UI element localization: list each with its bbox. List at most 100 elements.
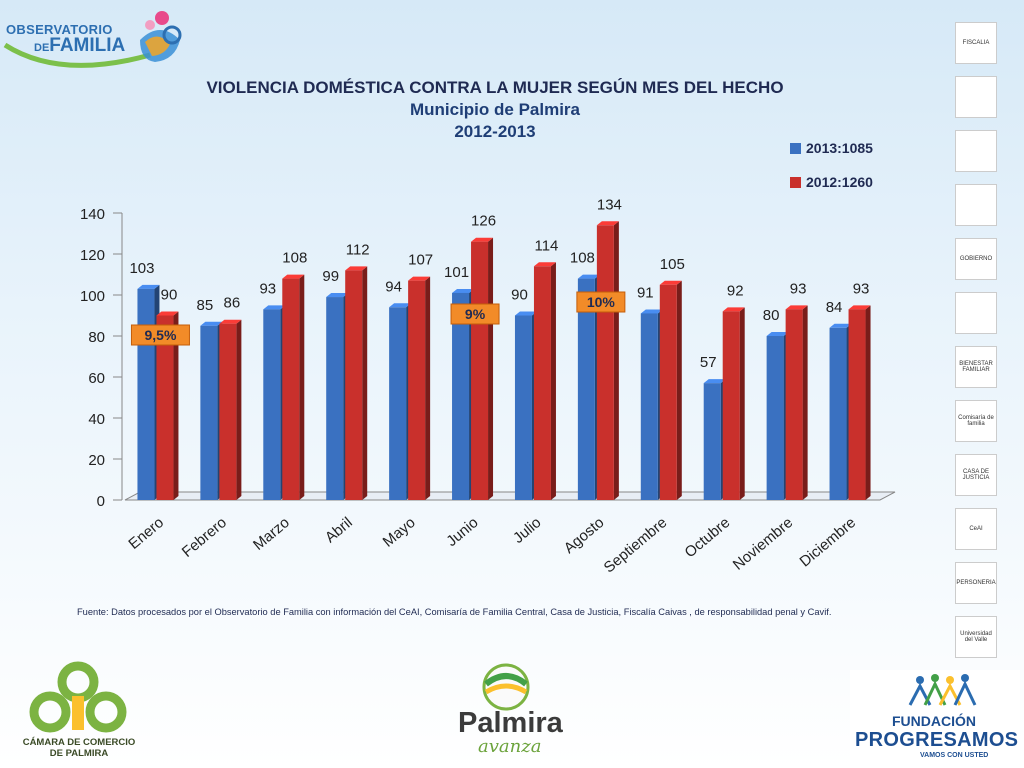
logo-bienestar: BIENESTAR FAMILIAR	[955, 346, 997, 388]
bar-side-1	[802, 305, 808, 500]
bar-side-1	[173, 311, 179, 500]
y-tick-label: 100	[80, 288, 105, 305]
value-label-0: 101	[444, 264, 469, 281]
bar-top-0	[389, 303, 412, 308]
bar-side-1	[425, 276, 431, 500]
bar-1-agosto	[596, 225, 614, 501]
y-tick-label: 120	[80, 247, 105, 264]
logo-green-box	[955, 292, 997, 334]
category-label: Junio	[443, 514, 481, 550]
palmira-sub: avanza	[478, 736, 542, 757]
y-tick-label: 60	[88, 370, 105, 387]
bar-1-mayo	[408, 280, 426, 500]
bar-0-octubre	[703, 383, 721, 500]
palmira-word: Palmira	[458, 707, 563, 739]
bar-1-julio	[533, 266, 551, 500]
annotation-text-2: 10%	[587, 294, 616, 310]
bar-1-octubre	[722, 311, 740, 500]
value-label-1: 92	[727, 282, 744, 299]
category-label: Mayo	[380, 514, 419, 551]
logo-fiscalia: FISCALIA	[955, 22, 997, 64]
chart-period: 2012-2013	[454, 122, 536, 141]
bar-side-1	[488, 237, 494, 500]
category-label: Octubre	[681, 514, 733, 561]
bar-0-septiembre	[640, 313, 658, 500]
chart-title-block: VIOLENCIA DOMÉSTICA CONTRA LA MUJER SEGÚ…	[160, 78, 830, 142]
legend-item-2012: 2012:1260	[790, 174, 873, 190]
legend-label-2013: 2013:1085	[806, 140, 873, 156]
value-label-0: 91	[637, 284, 654, 301]
y-tick-label: 80	[88, 329, 105, 346]
bar-0-mayo	[389, 307, 407, 500]
chart-subtitle: Municipio de Palmira	[409, 100, 581, 119]
bar-top-0	[577, 274, 600, 279]
bar-side-1	[550, 262, 556, 500]
observatorio-logo-graphic	[3, 11, 182, 68]
annotation-text-1: 9%	[465, 306, 486, 322]
category-label: Agosto	[561, 514, 608, 557]
bar-side-1	[613, 221, 619, 501]
bar-top-1	[156, 311, 179, 316]
value-label-1: 105	[660, 256, 685, 273]
bar-0-febrero	[200, 325, 218, 500]
category-label: Julio	[510, 514, 545, 547]
legend-label-2012: 2012:1260	[806, 174, 873, 190]
value-label-0: 57	[700, 354, 717, 371]
bar-1-noviembre	[785, 309, 803, 500]
bar-0-diciembre	[829, 327, 847, 500]
category-label: Diciembre	[796, 514, 859, 570]
bar-1-marzo	[282, 278, 300, 500]
bar-top-1	[722, 307, 745, 312]
chart-floor	[124, 491, 896, 501]
annotation-text-0: 9,5%	[144, 327, 176, 343]
bar-top-0	[766, 332, 789, 336]
bar-top-1	[785, 305, 808, 310]
bar-top-0	[829, 323, 852, 328]
annotation-box-1	[450, 303, 500, 325]
logo-univalle: Universidad del Valle	[955, 616, 997, 658]
bar-side-1	[362, 266, 368, 500]
logo-label-casa-justicia: CASA DE JUSTICIA	[962, 469, 990, 481]
bar-top-1	[408, 276, 431, 281]
bar-top-1	[219, 319, 242, 324]
bar-1-abril	[345, 270, 363, 500]
y-tick-label: 0	[97, 493, 105, 510]
bar-side-1	[299, 274, 305, 500]
value-label-1: 86	[224, 295, 241, 312]
value-label-1: 93	[790, 280, 807, 297]
logo-policia	[955, 76, 997, 118]
value-label-1: 93	[853, 280, 870, 297]
logo-label-bienestar: BIENESTAR FAMILIAR	[959, 361, 993, 373]
bar-0-marzo	[263, 309, 281, 500]
category-label: Noviembre	[730, 514, 796, 574]
bar-top-0	[703, 379, 726, 384]
chart-legend: 2013:1085 2012:1260	[790, 140, 873, 208]
bar-side-1	[865, 305, 871, 500]
value-label-1: 134	[597, 196, 622, 213]
bar-1-diciembre	[848, 309, 866, 500]
bar-top-0	[640, 309, 663, 314]
value-label-0: 108	[570, 250, 595, 267]
legend-item-2013: 2013:1085	[790, 140, 873, 156]
bar-top-0	[326, 293, 349, 298]
bar-top-1	[659, 280, 682, 285]
value-label-1: 112	[346, 241, 370, 258]
fundacion-progresamos-logo	[850, 670, 1020, 765]
bar-top-0	[452, 288, 475, 293]
y-tick-label: 20	[88, 452, 105, 469]
logo-casa-justicia: CASA DE JUSTICIA	[955, 454, 997, 496]
fundacion-line2: PROGRESAMOS	[855, 729, 1019, 751]
logo-gobierno: GOBIERNO	[955, 238, 997, 280]
bar-top-1	[345, 266, 368, 271]
camara-comercio-logo	[29, 661, 127, 733]
bar-side-1	[676, 280, 682, 500]
source-note: Fuente: Datos procesados por el Observat…	[77, 607, 832, 617]
camara-line2: DE PALMIRA	[49, 748, 109, 760]
bar-chart: 0 20 40 60 80 100 120 140 103 90 Enero 85 86 Febrero 9…	[80, 196, 896, 576]
logo-label-fiscalia: FISCALIA	[962, 40, 990, 46]
logo-label-personeria: PERSONERIA	[956, 580, 996, 586]
logo-familia: FAMILIA	[49, 35, 126, 56]
value-label-1: 108	[282, 250, 307, 267]
chart-title: VIOLENCIA DOMÉSTICA CONTRA LA MUJER SEGÚ…	[206, 78, 784, 97]
logo-label-comisaria: Comisaría de familia	[958, 415, 994, 427]
